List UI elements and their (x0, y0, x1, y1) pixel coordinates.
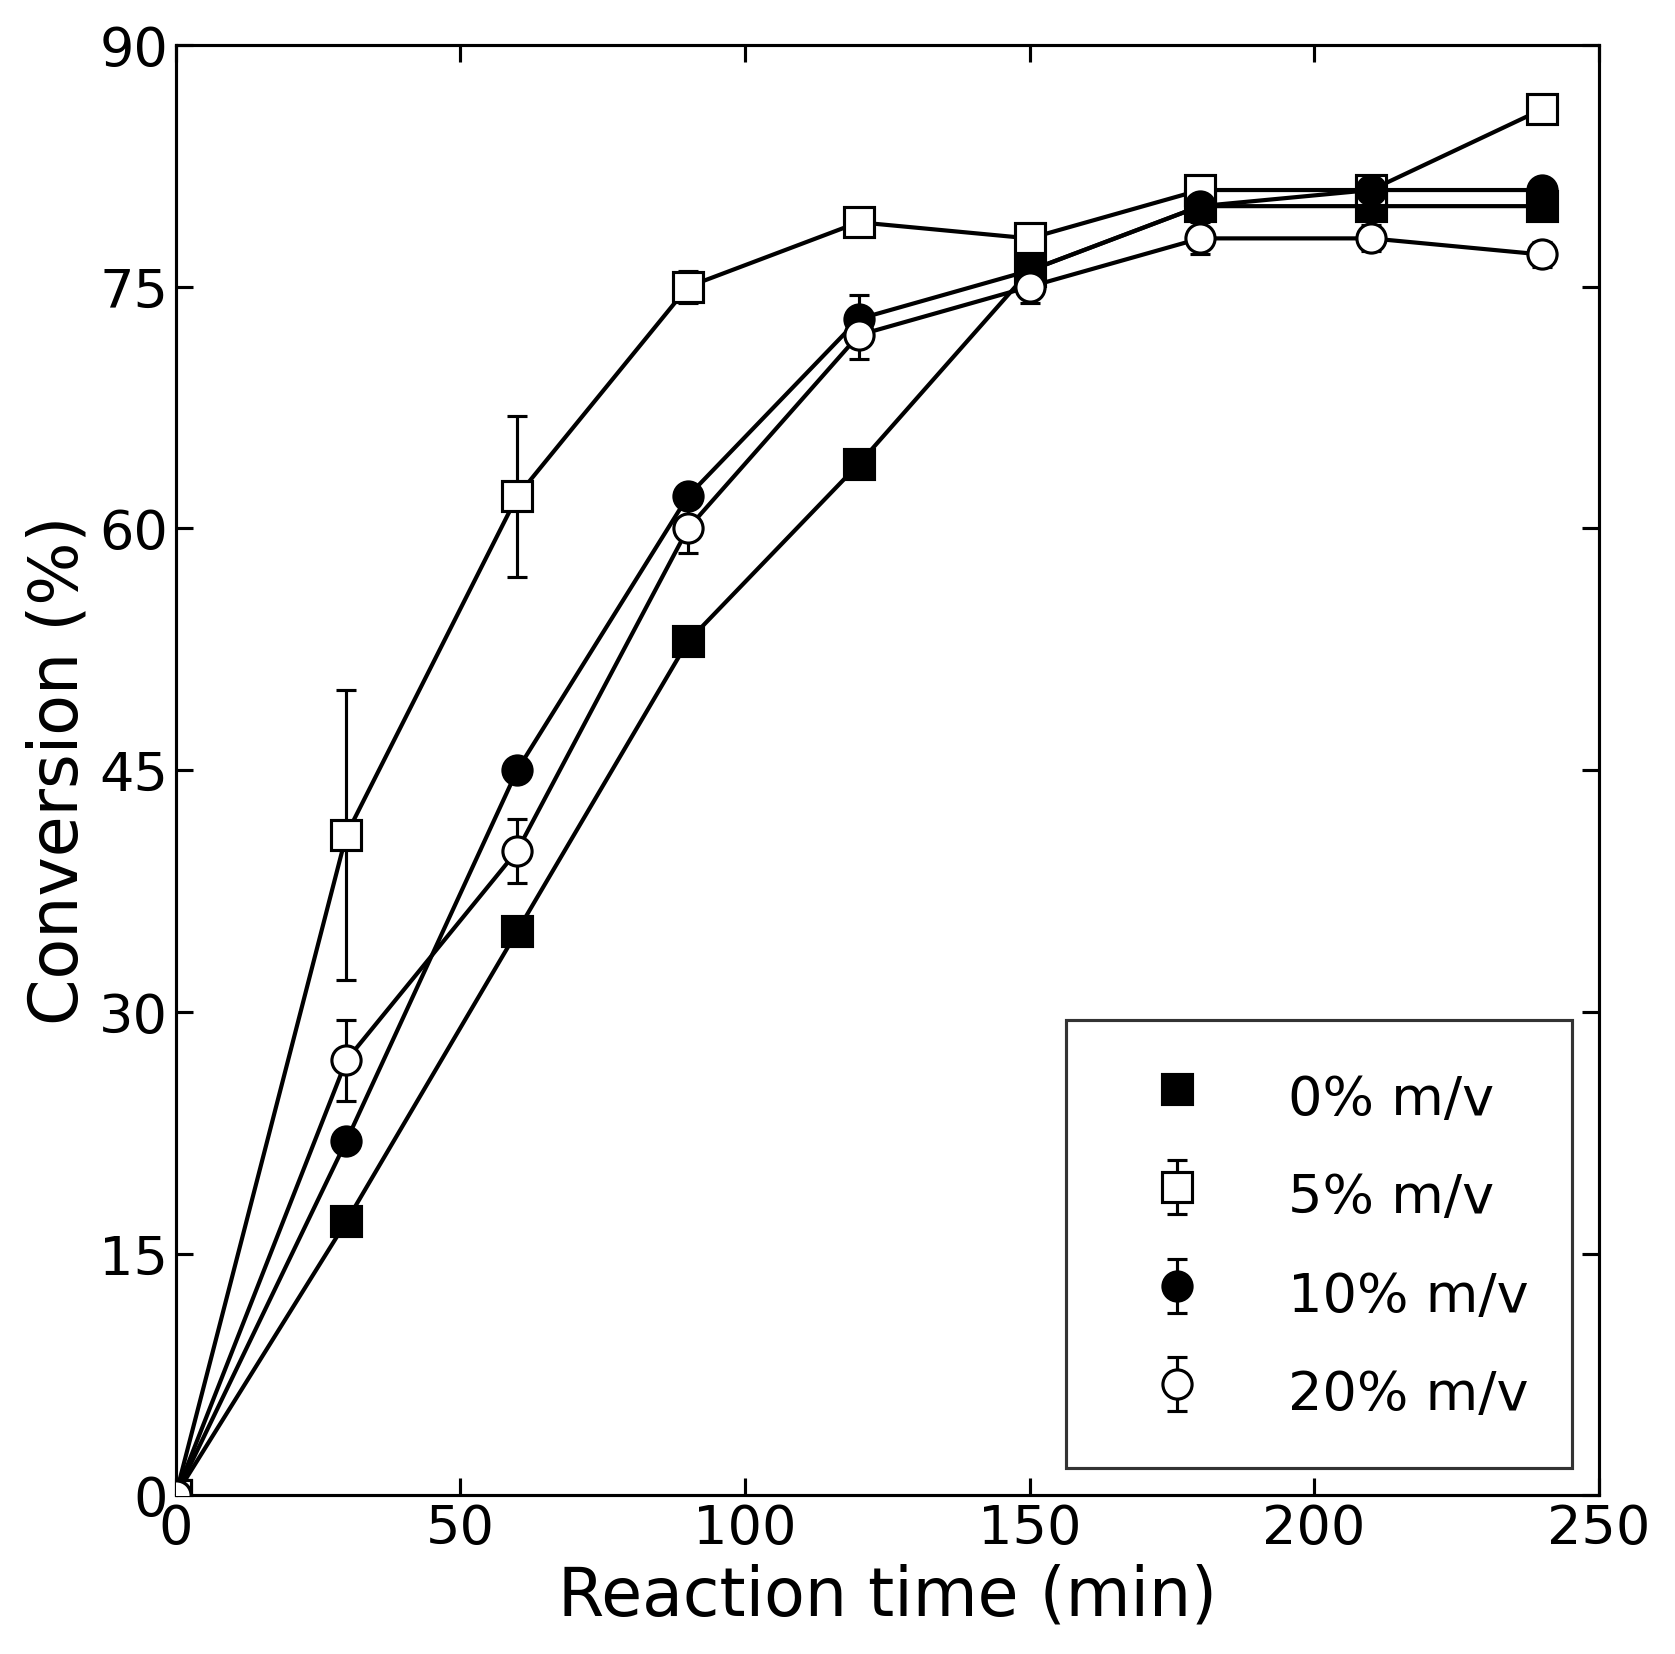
X-axis label: Reaction time (min): Reaction time (min) (558, 1563, 1216, 1629)
Y-axis label: Conversion (%): Conversion (%) (25, 516, 90, 1025)
Legend: 0% m/v, 5% m/v, 10% m/v, 20% m/v: 0% m/v, 5% m/v, 10% m/v, 20% m/v (1065, 1021, 1571, 1469)
